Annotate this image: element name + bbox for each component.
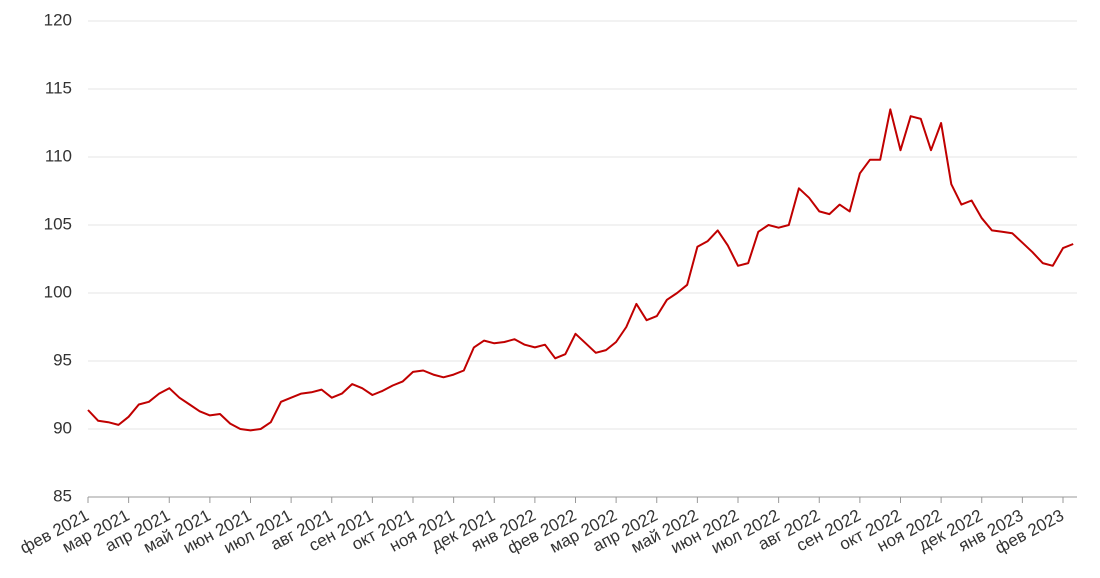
y-tick-label: 105 xyxy=(44,214,72,233)
y-tick-label: 95 xyxy=(53,350,72,369)
line xyxy=(87,108,1074,432)
y-tick-label: 100 xyxy=(44,282,72,301)
y-tick-label: 120 xyxy=(44,10,72,29)
y-tick-label: 110 xyxy=(45,146,72,165)
y-tick-label: 85 xyxy=(53,486,72,505)
y-tick-label: 90 xyxy=(53,418,72,437)
y-tick-label: 115 xyxy=(45,78,72,97)
